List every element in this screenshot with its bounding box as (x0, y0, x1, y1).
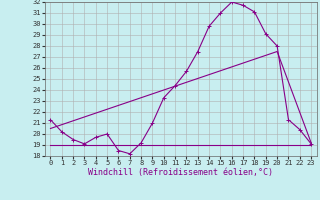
X-axis label: Windchill (Refroidissement éolien,°C): Windchill (Refroidissement éolien,°C) (88, 168, 273, 177)
